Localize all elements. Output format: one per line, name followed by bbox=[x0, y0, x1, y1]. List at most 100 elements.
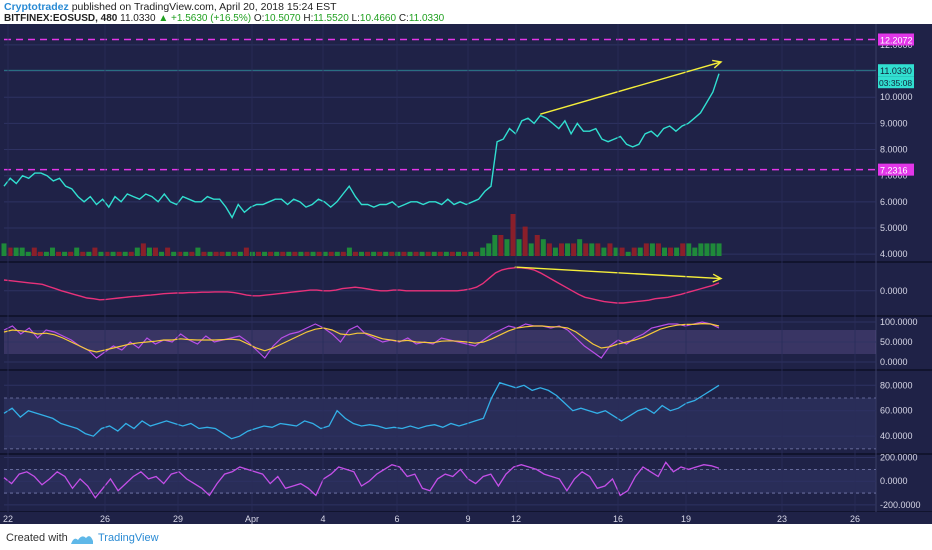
volume-bar bbox=[31, 247, 37, 256]
volume-bar bbox=[122, 251, 128, 256]
volume-bar bbox=[455, 251, 461, 256]
volume-bar bbox=[56, 251, 62, 256]
volume-bar bbox=[601, 247, 607, 256]
volume-bar bbox=[249, 251, 255, 256]
volume-bar bbox=[377, 251, 383, 256]
volume-bar bbox=[304, 251, 310, 256]
axis-tick-label: 7.0000 bbox=[880, 171, 908, 181]
volume-bar bbox=[437, 251, 443, 256]
tradingview-brand[interactable]: TradingView bbox=[98, 532, 159, 544]
volume-bar bbox=[565, 243, 571, 256]
volume-bar bbox=[243, 247, 249, 256]
volume-bar bbox=[225, 251, 231, 256]
volume-bar bbox=[1, 243, 7, 256]
volume-bar bbox=[449, 251, 455, 256]
volume-bar bbox=[37, 251, 43, 256]
open-value: 10.5070 bbox=[264, 13, 301, 24]
volume-bar bbox=[292, 251, 298, 256]
volume-bar bbox=[528, 243, 534, 256]
volume-bar bbox=[237, 251, 243, 256]
volume-bar bbox=[425, 251, 431, 256]
volume-bar bbox=[280, 251, 286, 256]
chart-header: Cryptotradez published on TradingView.co… bbox=[0, 0, 932, 24]
symbol-label[interactable]: BITFINEX:EOSUSD, 480 bbox=[4, 13, 118, 24]
volume-bar bbox=[68, 251, 74, 256]
volume-bar bbox=[25, 251, 31, 256]
volume-bar bbox=[619, 247, 625, 256]
volume-bar bbox=[686, 243, 692, 256]
volume-bar bbox=[207, 251, 213, 256]
low-value: 10.4660 bbox=[359, 13, 397, 24]
close-label: C: bbox=[398, 13, 409, 24]
time-tick-label: 6 bbox=[394, 514, 399, 524]
axis-tick-label: 8.0000 bbox=[880, 145, 908, 155]
volume-bar bbox=[680, 243, 686, 256]
volume-bar bbox=[134, 247, 140, 256]
volume-bar bbox=[334, 251, 340, 256]
volume-bar bbox=[195, 247, 201, 256]
volume-bar bbox=[128, 251, 134, 256]
last-price-label: 11.0330 bbox=[880, 66, 912, 76]
volume-bar bbox=[116, 251, 122, 256]
volume-bar bbox=[607, 243, 613, 256]
volume-bar bbox=[310, 251, 316, 256]
volume-bar bbox=[710, 243, 716, 256]
volume-bar bbox=[268, 251, 274, 256]
volume-bar bbox=[625, 251, 631, 256]
volume-bar bbox=[13, 247, 19, 256]
volume-bar bbox=[662, 247, 668, 256]
volume-bar bbox=[389, 251, 395, 256]
time-tick-label: 19 bbox=[681, 514, 691, 524]
time-tick-label: 22 bbox=[3, 514, 13, 524]
level-label-box bbox=[878, 33, 914, 46]
volume-bar bbox=[74, 247, 80, 256]
low-label: L: bbox=[351, 13, 360, 24]
volume-bar bbox=[595, 243, 601, 256]
annotation-arrow-price-head bbox=[712, 59, 723, 69]
volume-bar bbox=[504, 239, 510, 256]
volume-bar bbox=[613, 247, 619, 256]
volume-bar bbox=[177, 251, 183, 256]
axis-tick-label: 0.0000 bbox=[880, 476, 908, 486]
high-label: H: bbox=[303, 13, 314, 24]
level-label-box bbox=[878, 163, 914, 176]
countdown-label: 03:35:08 bbox=[879, 78, 912, 88]
axis-tick-label: 6.0000 bbox=[880, 197, 908, 207]
author-link[interactable]: Cryptotradez bbox=[4, 1, 69, 13]
price-change: +1.5630 (+16.5%) bbox=[171, 13, 252, 24]
volume-bar bbox=[171, 251, 177, 256]
axis-tick-label: -200.0000 bbox=[880, 500, 921, 510]
annotation-arrow-price bbox=[540, 61, 722, 115]
footer: Created with TradingView bbox=[0, 528, 932, 550]
time-tick-label: Apr bbox=[245, 514, 259, 524]
volume-bar bbox=[383, 251, 389, 256]
volume-bar bbox=[395, 251, 401, 256]
volume-bar bbox=[256, 251, 262, 256]
axis-tick-label: 60.0000 bbox=[880, 406, 913, 416]
volume-bar bbox=[7, 247, 13, 256]
volume-bar bbox=[704, 243, 710, 256]
volume-bar bbox=[631, 247, 637, 256]
rsi-line bbox=[3, 381, 720, 440]
volume-bar bbox=[698, 243, 704, 256]
cci-line bbox=[3, 461, 720, 499]
volume-bar bbox=[655, 243, 661, 256]
volume-bar bbox=[189, 251, 195, 256]
axis-tick-label: 5.0000 bbox=[880, 223, 908, 233]
volume-bar bbox=[462, 251, 468, 256]
volume-bar bbox=[152, 247, 158, 256]
axis-tick-label: 4.0000 bbox=[880, 249, 908, 259]
volume-bar bbox=[219, 251, 225, 256]
volume-bar bbox=[213, 251, 219, 256]
axis-tick-label: 10.0000 bbox=[880, 92, 913, 102]
volume-bar bbox=[474, 251, 480, 256]
publish-line: Cryptotradez published on TradingView.co… bbox=[4, 1, 337, 13]
chart-area[interactable]: 12.000011.000010.00009.00008.00007.00006… bbox=[0, 24, 932, 524]
volume-bar bbox=[468, 251, 474, 256]
volume-bar bbox=[262, 251, 268, 256]
volume-bar bbox=[668, 247, 674, 256]
volume-bar bbox=[534, 235, 540, 256]
volume-bar bbox=[62, 251, 68, 256]
stoch-d-line bbox=[3, 322, 720, 353]
volume-bar bbox=[583, 243, 589, 256]
